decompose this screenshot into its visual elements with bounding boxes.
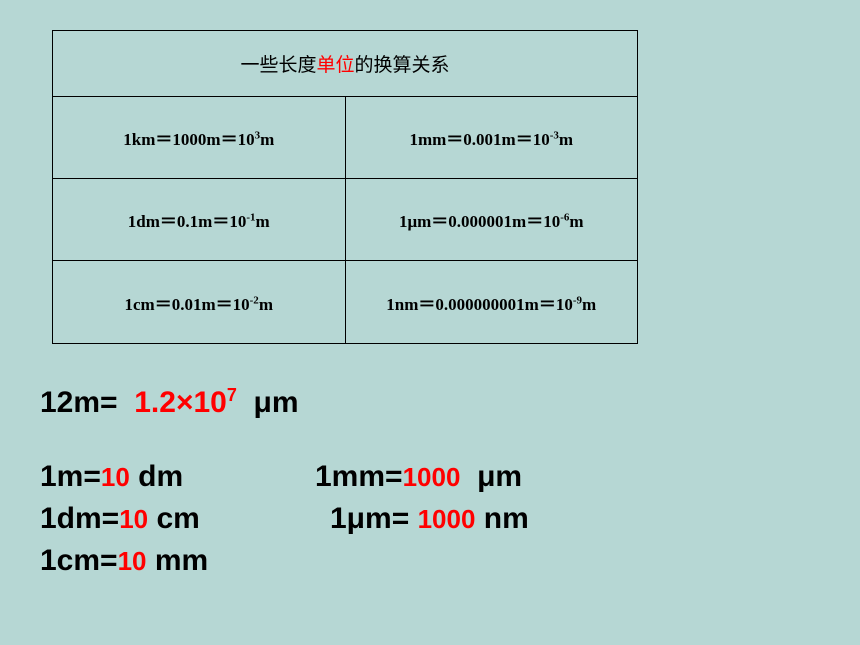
expr: 1cm＝0.01m＝10-2m [125, 290, 273, 315]
equation-1um: 1μm= 1000 nm [330, 502, 529, 536]
unit: mm [155, 544, 208, 577]
cell-nm: 1nm＝0.000000001m＝10-9m [346, 261, 638, 343]
value: 10 [101, 462, 130, 492]
equation-1dm: 1dm=10 cm [40, 502, 200, 536]
unit: nm [484, 502, 529, 535]
table-row: 1cm＝0.01m＝10-2m 1nm＝0.000000001m＝10-9m [53, 261, 637, 343]
equation-1cm: 1cm=10 mm [40, 544, 208, 578]
lhs: 1dm= [40, 502, 119, 535]
value: 1.2×107 [134, 386, 237, 419]
lhs: 1mm= [315, 460, 403, 493]
unit: dm [138, 460, 183, 493]
expr: 1dm＝0.1m＝10-1m [128, 207, 270, 232]
unit: μm [477, 460, 522, 493]
value: 1000 [403, 462, 461, 492]
unit: cm [156, 502, 199, 535]
equation-12m: 12m= 1.2×107 μm [40, 385, 299, 420]
title-red: 单位 [316, 55, 354, 76]
conversion-table: 一些长度单位的换算关系 1km＝1000m＝103m 1mm＝0.001m＝10… [52, 30, 638, 344]
equation-1mm: 1mm=1000 μm [315, 460, 522, 494]
expr: 1nm＝0.000000001m＝10-9m [386, 290, 596, 315]
cell-cm: 1cm＝0.01m＝10-2m [53, 261, 346, 343]
lhs: 1μm= [330, 502, 409, 535]
lhs: 1m= [40, 460, 101, 493]
cell-dm: 1dm＝0.1m＝10-1m [53, 179, 346, 260]
cell-um: 1μm＝0.000001m＝10-6m [346, 179, 638, 260]
cell-km: 1km＝1000m＝103m [53, 97, 346, 178]
value: 10 [119, 504, 148, 534]
title-suffix: 的换算关系 [355, 55, 450, 76]
table-row: 1km＝1000m＝103m 1mm＝0.001m＝10-3m [53, 97, 637, 179]
table-row: 1dm＝0.1m＝10-1m 1μm＝0.000001m＝10-6m [53, 179, 637, 261]
expr: 1mm＝0.001m＝10-3m [409, 125, 573, 150]
title-prefix: 一些长度 [240, 55, 316, 76]
value: 10 [118, 546, 147, 576]
lhs: 1cm= [40, 544, 118, 577]
lhs: 12m= [40, 386, 118, 419]
unit: μm [254, 386, 299, 419]
value: 1000 [418, 504, 476, 534]
table-title: 一些长度单位的换算关系 [240, 50, 449, 77]
cell-mm: 1mm＝0.001m＝10-3m [346, 97, 638, 178]
equation-1m: 1m=10 dm [40, 460, 183, 494]
expr: 1μm＝0.000001m＝10-6m [399, 207, 584, 232]
expr: 1km＝1000m＝103m [123, 125, 274, 150]
table-title-row: 一些长度单位的换算关系 [53, 31, 637, 97]
